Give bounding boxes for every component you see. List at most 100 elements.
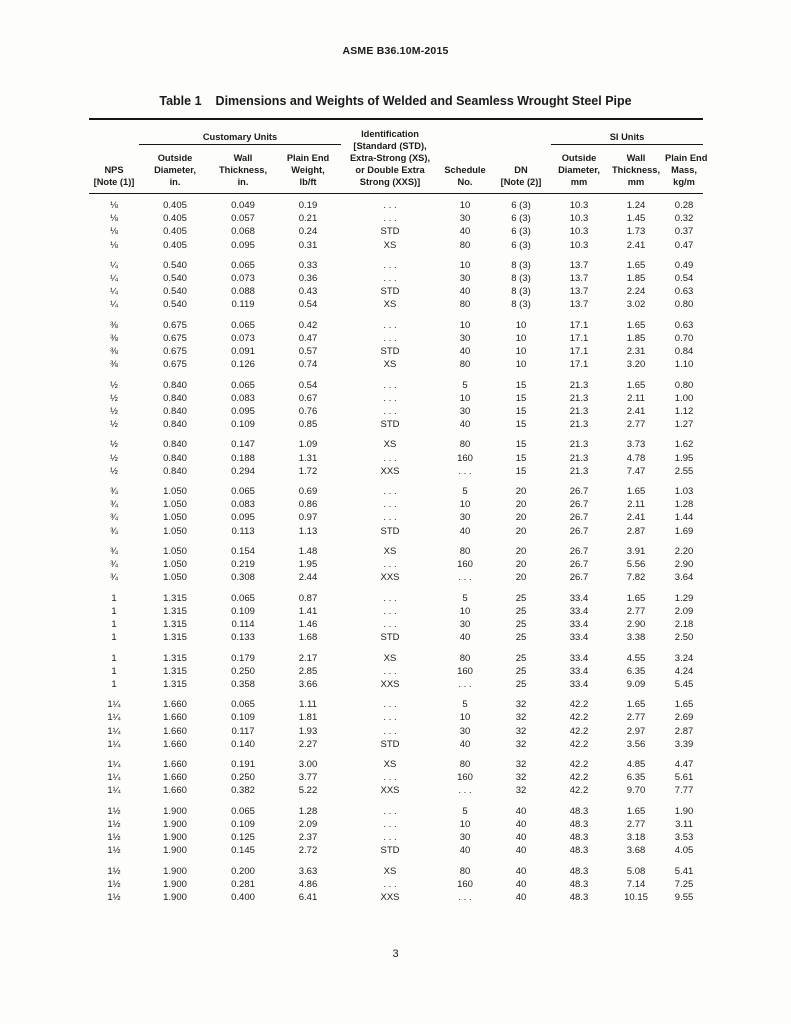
cell-weight-lbft: 0.87 bbox=[298, 592, 318, 604]
cell-wall-mm: 3.18 bbox=[626, 832, 646, 844]
cell-wall-in: 0.049 bbox=[231, 200, 255, 211]
cell-od-mm: 21.3 bbox=[569, 405, 589, 417]
cell-od-mm: 21.3 bbox=[569, 419, 589, 431]
cell-nps: ⅜ bbox=[110, 332, 118, 344]
cell-schedule: 5 bbox=[462, 592, 468, 604]
table-title-text: Dimensions and Weights of Welded and Sea… bbox=[215, 94, 632, 108]
cell-nps: ⅜ bbox=[110, 359, 118, 371]
cell-od-in: 1.315 bbox=[163, 652, 187, 664]
cell-od-mm: 48.3 bbox=[569, 832, 589, 844]
cell-schedule: 80 bbox=[459, 652, 471, 664]
cell-wall-in: 0.219 bbox=[231, 559, 255, 571]
cell-identification: . . . bbox=[383, 486, 397, 498]
table-row: 1½ 1.900 0.200 3.63 XS 80 40 48.3 5.08 5.41 bbox=[89, 858, 703, 878]
table-row: ⅛ 0.405 0.068 0.24 STD 40 6 (3) 10.3 1.73 0.37 bbox=[89, 226, 703, 239]
cell-nps: ⅜ bbox=[110, 319, 118, 331]
cell-dn: 10 bbox=[515, 346, 527, 358]
cell-wall-mm: 3.20 bbox=[626, 359, 646, 371]
cell-dn: 20 bbox=[515, 559, 527, 571]
table-row: 1 1.315 0.114 1.46 . . . 30 25 33.4 2.90 2.18 bbox=[89, 619, 703, 632]
cell-nps: 1½ bbox=[107, 832, 121, 844]
cell-weight-lbft: 0.69 bbox=[298, 486, 318, 498]
cell-wall-mm: 1.65 bbox=[626, 486, 646, 498]
table-row: 1¼ 1.660 0.117 1.93 . . . 30 32 42.2 2.97 2.87 bbox=[89, 725, 703, 738]
cell-wall-mm: 7.47 bbox=[626, 465, 646, 477]
table-row: ¼ 0.540 0.065 0.33 . . . 10 8 (3) 13.7 1.65 0.49 bbox=[89, 252, 703, 272]
cell-weight-lbft: 0.21 bbox=[298, 213, 318, 225]
cell-identification: . . . bbox=[383, 332, 397, 344]
cell-dn: 15 bbox=[515, 419, 527, 431]
cell-nps: ½ bbox=[110, 465, 118, 477]
cell-dn: 15 bbox=[515, 439, 527, 451]
cell-wall-in: 0.065 bbox=[231, 805, 255, 817]
cell-mass-kgm: 0.28 bbox=[674, 200, 694, 211]
cell-dn: 20 bbox=[515, 486, 527, 498]
cell-wall-mm: 2.41 bbox=[626, 405, 646, 417]
cell-dn: 32 bbox=[515, 785, 527, 797]
table-label: Table 1 bbox=[159, 94, 202, 108]
cell-weight-lbft: 1.68 bbox=[298, 632, 318, 644]
cell-wall-in: 0.145 bbox=[231, 845, 255, 857]
cell-od-in: 1.050 bbox=[163, 486, 187, 498]
cell-dn: 8 (3) bbox=[511, 286, 531, 298]
cell-identification: XS bbox=[383, 359, 397, 371]
cell-identification: XS bbox=[383, 865, 397, 877]
cell-wall-mm: 3.38 bbox=[626, 632, 646, 644]
cell-mass-kgm: 1.10 bbox=[674, 359, 694, 371]
cell-schedule: 40 bbox=[459, 632, 471, 644]
cell-identification: . . . bbox=[383, 259, 397, 271]
cell-identification: . . . bbox=[383, 392, 397, 404]
cell-weight-lbft: 0.97 bbox=[298, 512, 318, 524]
table-row: ¾ 1.050 0.219 1.95 . . . 160 20 26.7 5.56 2.90 bbox=[89, 559, 703, 572]
cell-od-mm: 21.3 bbox=[569, 439, 589, 451]
cell-wall-in: 0.091 bbox=[231, 346, 255, 358]
cell-weight-lbft: 2.85 bbox=[298, 665, 318, 677]
cell-identification: . . . bbox=[383, 200, 397, 211]
cell-od-mm: 48.3 bbox=[569, 878, 589, 890]
cell-mass-kgm: 4.05 bbox=[674, 845, 694, 857]
cell-mass-kgm: 1.44 bbox=[674, 512, 694, 524]
cell-weight-lbft: 0.31 bbox=[298, 239, 318, 251]
cell-identification: . . . bbox=[383, 605, 397, 617]
cell-wall-mm: 1.65 bbox=[626, 805, 646, 817]
cell-wall-mm: 1.65 bbox=[626, 379, 646, 391]
cell-od-in: 0.675 bbox=[163, 359, 187, 371]
cell-wall-in: 0.200 bbox=[231, 865, 255, 877]
cell-identification: STD bbox=[380, 738, 400, 750]
cell-schedule: 40 bbox=[459, 419, 471, 431]
cell-wall-mm: 2.41 bbox=[626, 239, 646, 251]
cell-dn: 15 bbox=[515, 379, 527, 391]
cell-wall-in: 0.065 bbox=[231, 699, 255, 711]
col-header-weight-lbft: Plain End Weight, lb/ft bbox=[286, 153, 330, 187]
cell-od-in: 0.540 bbox=[163, 299, 187, 311]
cell-wall-mm: 3.56 bbox=[626, 738, 646, 750]
table-row: 1 1.315 0.358 3.66 XXS . . . 25 33.4 9.09 5.45 bbox=[89, 678, 703, 691]
cell-nps: ¾ bbox=[110, 525, 118, 537]
cell-wall-mm: 9.70 bbox=[626, 785, 646, 797]
cell-weight-lbft: 1.46 bbox=[298, 619, 318, 631]
cell-wall-mm: 5.08 bbox=[626, 865, 646, 877]
cell-dn: 6 (3) bbox=[511, 239, 531, 251]
cell-wall-in: 0.065 bbox=[231, 319, 255, 331]
cell-schedule: 40 bbox=[459, 845, 471, 857]
cell-nps: 1½ bbox=[107, 878, 121, 890]
cell-identification: . . . bbox=[383, 772, 397, 784]
cell-weight-lbft: 3.63 bbox=[298, 865, 318, 877]
cell-wall-in: 0.179 bbox=[231, 652, 255, 664]
cell-weight-lbft: 1.13 bbox=[298, 525, 318, 537]
cell-nps: ⅛ bbox=[110, 200, 118, 211]
cell-od-in: 1.900 bbox=[163, 865, 187, 877]
cell-nps: ¼ bbox=[110, 273, 118, 285]
table-row: 1½ 1.900 0.281 4.86 . . . 160 40 48.3 7.14 7.25 bbox=[89, 878, 703, 891]
cell-od-in: 1.900 bbox=[163, 845, 187, 857]
cell-schedule: 40 bbox=[459, 346, 471, 358]
cell-nps: ½ bbox=[110, 405, 118, 417]
cell-od-in: 1.660 bbox=[163, 725, 187, 737]
cell-wall-mm: 1.85 bbox=[626, 332, 646, 344]
table-row: 1¼ 1.660 0.140 2.27 STD 40 32 42.2 3.56 3.39 bbox=[89, 738, 703, 751]
cell-nps: 1 bbox=[111, 678, 117, 690]
col-header-od-mm: Outside Diameter, mm bbox=[558, 153, 600, 187]
cell-weight-lbft: 1.28 bbox=[298, 805, 318, 817]
cell-schedule: 80 bbox=[459, 865, 471, 877]
cell-od-in: 1.660 bbox=[163, 699, 187, 711]
